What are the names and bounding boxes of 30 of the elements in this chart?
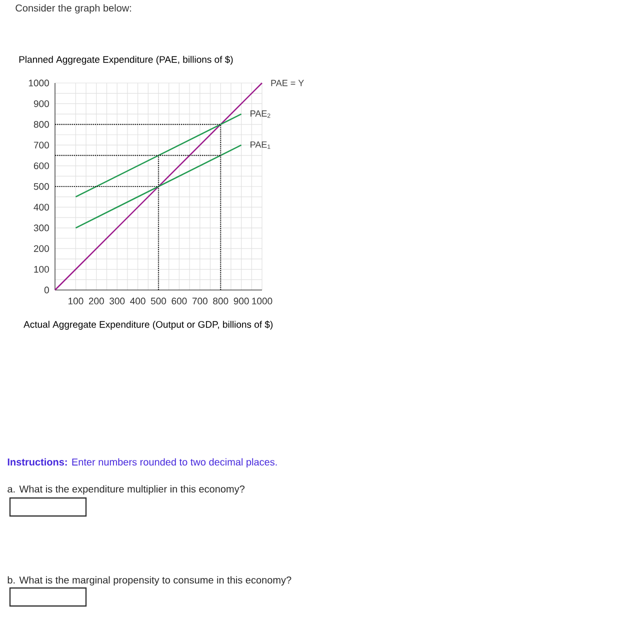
y-tick-label: 700 <box>34 142 49 148</box>
x-tick-label: 100 <box>68 298 84 304</box>
y-tick-label: 300 <box>34 224 49 232</box>
x-tick-label: 800 <box>213 298 228 304</box>
y-tick-label: 900 <box>34 100 49 108</box>
x-tick-label: 200 <box>88 298 104 304</box>
text: Instructions: Enter numbers rounded to two decimal places. <box>8 458 277 468</box>
y-tick-label: 600 <box>34 162 49 170</box>
y-tick-label: 1000 <box>28 80 49 86</box>
x-tick-label: 700 <box>192 298 208 304</box>
x-tick-label: 300 <box>110 298 125 304</box>
x-axis-title: Actual Aggregate Expenditure (Output or GDP, billions of $) <box>24 320 273 330</box>
y-tick-label: 0 <box>44 286 49 294</box>
y-tick-label: 500 <box>34 183 49 190</box>
y-axis-title: Planned Aggregate Expenditure (PAE, billions of $) <box>19 56 233 65</box>
text: b. What is the marginal propensity to consume in this economy? <box>8 576 292 586</box>
series-label: PAE$_{2}$ <box>250 110 270 118</box>
x-tick-label: 1000 <box>252 298 272 304</box>
y-tick-label: 800 <box>34 121 49 128</box>
text: a. What is the expenditure multiplier in this economy? <box>8 485 244 495</box>
x-tick-label: 400 <box>130 298 146 304</box>
y-tick-label: 200 <box>34 245 49 252</box>
y-tick-label: 400 <box>34 204 49 211</box>
x-tick-label: 900 <box>234 298 249 304</box>
x-tick-label: 600 <box>172 298 187 304</box>
x-tick-label: 500 <box>150 298 166 304</box>
series-label: PAE = Y <box>271 80 304 86</box>
y-tick-label: 100 <box>34 266 49 273</box>
series-label: PAE$_{1}$ <box>250 141 270 149</box>
text: Consider the graph below: <box>16 4 131 14</box>
